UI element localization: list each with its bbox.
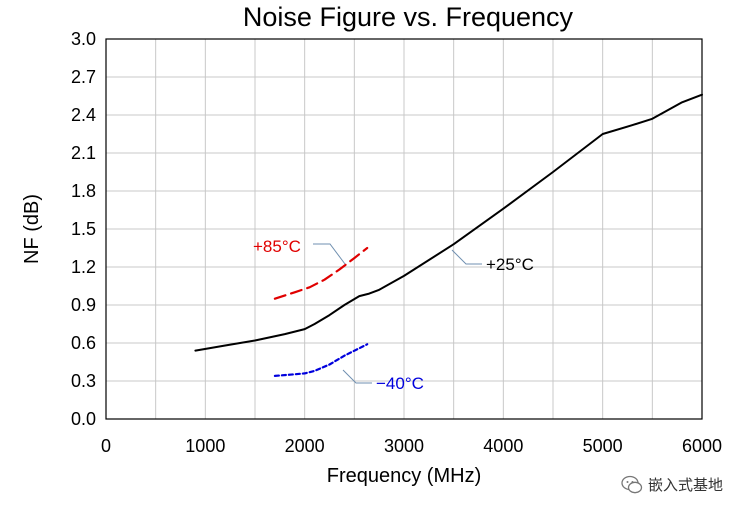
y-tick-label: 2.4 [71,105,96,125]
chart-title: Noise Figure vs. Frequency [243,2,574,32]
y-tick-label: 2.1 [71,143,96,163]
grid [106,39,702,419]
x-tick-label: 5000 [583,436,623,456]
y-tick-label: 3.0 [71,29,96,49]
series-line-2 [273,343,369,377]
annotation-leader [451,249,482,265]
annotation-leader [313,243,346,265]
y-tick-label: 0.6 [71,333,96,353]
series-lines [194,93,703,377]
x-axis-label: Frequency (MHz) [327,465,481,487]
annotation-label: −40°C [376,374,424,393]
watermark: 嵌入式基地 [621,474,723,495]
series-annotations: +85°C +25°C −40°C [253,237,534,393]
x-tick-labels: 0 1000 2000 3000 4000 5000 6000 [101,436,722,456]
x-tick-label: 0 [101,436,111,456]
y-tick-label: 1.2 [71,257,96,277]
series-line-0 [194,93,703,352]
x-tick-label: 3000 [384,436,424,456]
x-tick-label: 1000 [185,436,225,456]
x-tick-label: 6000 [682,436,722,456]
y-tick-label: 1.8 [71,181,96,201]
x-tick-label: 4000 [483,436,523,456]
y-tick-label: 0.9 [71,295,96,315]
y-tick-label: 0.3 [71,371,96,391]
y-axis-label: NF (dB) [21,194,43,264]
watermark-text: 嵌入式基地 [647,476,723,494]
y-tick-label: 1.5 [71,219,96,239]
x-tick-label: 2000 [285,436,325,456]
wechat-icon [621,475,643,493]
y-tick-label: 2.7 [71,67,96,87]
annotation-leader [342,369,372,384]
series-line-1 [273,246,369,300]
y-tick-label: 0.0 [71,409,96,429]
annotation-label: +85°C [253,237,301,256]
y-tick-labels: 0.0 0.3 0.6 0.9 1.2 1.5 1.8 2.1 2.4 2.7 3.0 [71,29,96,429]
annotation-label: +25°C [486,255,534,274]
plot-frame [105,38,703,420]
